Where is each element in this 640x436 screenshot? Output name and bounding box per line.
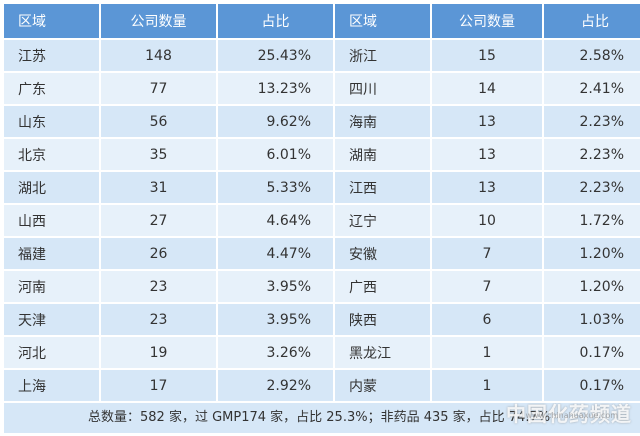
cell-region-left: 天津 (4, 304, 99, 335)
table-body: 江苏 148 25.43% 浙江 15 2.58% 广东 77 13.23% 四川 14 2.41% 山… (4, 40, 640, 401)
cell-share-left: 9.62% (218, 106, 333, 137)
cell-region-right: 安徽 (335, 238, 430, 269)
cell-share-right: 2.23% (544, 139, 640, 170)
cell-count-left: 23 (101, 304, 216, 335)
cell-region-right: 湖南 (335, 139, 430, 170)
cell-region-right: 内蒙 (335, 370, 430, 401)
watermark-url: www.chinahuaxue.com (525, 411, 619, 420)
cell-share-left: 4.64% (218, 205, 333, 236)
cell-share-right: 2.41% (544, 73, 640, 104)
cell-count-left: 19 (101, 337, 216, 368)
table-row: 北京 35 6.01% 湖南 13 2.23% (4, 139, 640, 170)
cell-count-right: 7 (432, 271, 542, 302)
cell-region-left: 山东 (4, 106, 99, 137)
cell-region-right: 浙江 (335, 40, 430, 71)
table-row: 广东 77 13.23% 四川 14 2.41% (4, 73, 640, 104)
header-region-right: 区域 (335, 4, 430, 38)
cell-count-right: 1 (432, 370, 542, 401)
cell-share-right: 2.23% (544, 106, 640, 137)
cell-count-left: 27 (101, 205, 216, 236)
table-row: 天津 23 3.95% 陕西 6 1.03% (4, 304, 640, 335)
cell-region-left: 北京 (4, 139, 99, 170)
cell-region-left: 上海 (4, 370, 99, 401)
table-row: 上海 17 2.92% 内蒙 1 0.17% (4, 370, 640, 401)
header-count-right: 公司数量 (432, 4, 542, 38)
cell-region-right: 四川 (335, 73, 430, 104)
cell-share-right: 1.20% (544, 238, 640, 269)
cell-count-left: 77 (101, 73, 216, 104)
header-count-left: 公司数量 (101, 4, 216, 38)
company-distribution-table: 区域 公司数量 占比 区域 公司数量 占比 江苏 148 25.43% 浙江 15 2.5… (2, 2, 640, 403)
cell-share-left: 3.26% (218, 337, 333, 368)
cell-share-left: 5.33% (218, 172, 333, 203)
cell-region-right: 海南 (335, 106, 430, 137)
cell-share-left: 13.23% (218, 73, 333, 104)
cell-region-left: 河南 (4, 271, 99, 302)
cell-share-right: 1.20% (544, 271, 640, 302)
summary-bar: 总数量：582 家，过 GMP174 家，占比 25.3%；非药品 435 家，… (4, 403, 640, 433)
cell-region-left: 山西 (4, 205, 99, 236)
cell-share-left: 3.95% (218, 304, 333, 335)
cell-region-left: 福建 (4, 238, 99, 269)
cell-count-right: 14 (432, 73, 542, 104)
table-row: 江苏 148 25.43% 浙江 15 2.58% (4, 40, 640, 71)
cell-count-right: 10 (432, 205, 542, 236)
cell-share-right: 2.23% (544, 172, 640, 203)
header-region-left: 区域 (4, 4, 99, 38)
cell-share-right: 1.03% (544, 304, 640, 335)
cell-count-left: 23 (101, 271, 216, 302)
cell-count-left: 17 (101, 370, 216, 401)
cell-share-left: 4.47% (218, 238, 333, 269)
cell-share-left: 2.92% (218, 370, 333, 401)
cell-count-right: 13 (432, 106, 542, 137)
cell-region-left: 湖北 (4, 172, 99, 203)
cell-count-right: 7 (432, 238, 542, 269)
cell-region-right: 辽宁 (335, 205, 430, 236)
table-row: 山东 56 9.62% 海南 13 2.23% (4, 106, 640, 137)
header-share-left: 占比 (218, 4, 333, 38)
cell-count-left: 148 (101, 40, 216, 71)
cell-share-right: 1.72% (544, 205, 640, 236)
cell-count-right: 13 (432, 139, 542, 170)
cell-count-right: 6 (432, 304, 542, 335)
cell-region-left: 河北 (4, 337, 99, 368)
cell-region-right: 广西 (335, 271, 430, 302)
cell-count-left: 35 (101, 139, 216, 170)
cell-share-left: 3.95% (218, 271, 333, 302)
watermark-logo-text: 中国化药频道 (506, 403, 632, 426)
cell-region-right: 江西 (335, 172, 430, 203)
table-row: 湖北 31 5.33% 江西 13 2.23% (4, 172, 640, 203)
cell-share-right: 2.58% (544, 40, 640, 71)
table-row: 福建 26 4.47% 安徽 7 1.20% (4, 238, 640, 269)
table-row: 河南 23 3.95% 广西 7 1.20% (4, 271, 640, 302)
cell-region-left: 江苏 (4, 40, 99, 71)
cell-count-left: 26 (101, 238, 216, 269)
cell-region-right: 陕西 (335, 304, 430, 335)
cell-count-right: 1 (432, 337, 542, 368)
cell-share-right: 0.17% (544, 370, 640, 401)
table-header-row: 区域 公司数量 占比 区域 公司数量 占比 (4, 4, 640, 38)
cell-share-left: 6.01% (218, 139, 333, 170)
cell-region-right: 黑龙江 (335, 337, 430, 368)
cell-count-left: 56 (101, 106, 216, 137)
table-row: 河北 19 3.26% 黑龙江 1 0.17% (4, 337, 640, 368)
cell-count-right: 13 (432, 172, 542, 203)
header-share-right: 占比 (544, 4, 640, 38)
cell-share-right: 0.17% (544, 337, 640, 368)
cell-share-left: 25.43% (218, 40, 333, 71)
cell-count-left: 31 (101, 172, 216, 203)
cell-count-right: 15 (432, 40, 542, 71)
table-row: 山西 27 4.64% 辽宁 10 1.72% (4, 205, 640, 236)
summary-text: 总数量：582 家，过 GMP174 家，占比 25.3%；非药品 435 家，… (88, 410, 551, 425)
cell-region-left: 广东 (4, 73, 99, 104)
